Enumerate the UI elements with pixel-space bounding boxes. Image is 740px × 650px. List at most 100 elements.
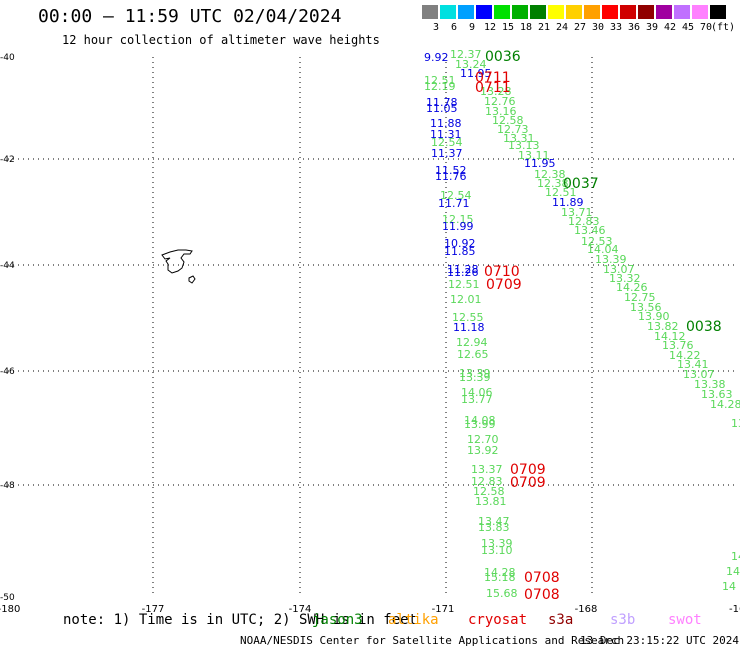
- pass-time-label: 0711: [475, 70, 511, 86]
- wave-height-value: 13.07: [683, 368, 715, 381]
- wave-height-value: 12.51: [448, 278, 480, 291]
- legend-swatch: [710, 5, 726, 19]
- satellite-s3a: s3a: [548, 612, 574, 628]
- wave-height-value: 13.71: [561, 206, 593, 219]
- legend-swatch: [494, 5, 510, 19]
- wave-height-value: 13.56: [630, 301, 662, 314]
- wave-height-value: 11.85: [444, 245, 476, 258]
- legend-swatch: [476, 5, 492, 19]
- legend-swatch: [440, 5, 456, 19]
- legend-swatch: [638, 5, 654, 19]
- longitude-label: -177: [142, 604, 165, 615]
- wave-height-value: 13.13: [508, 139, 540, 152]
- legend-label: 33: [609, 22, 623, 33]
- legend-swatch: [566, 5, 582, 19]
- satellite-cryosat: cryosat: [468, 612, 528, 628]
- legend-label: 27: [573, 22, 587, 33]
- axis-labels: -40 -42 -44 -46 -48 -50-180 -177 -174 -171 -168 -1…: [0, 53, 740, 615]
- wave-height-value: 11.28: [447, 263, 479, 276]
- wave-height-value: 13.92: [467, 444, 499, 457]
- credit-line: NOAA/NESDIS Center for Satellite Applica…: [240, 634, 625, 647]
- legend-swatch: [656, 5, 672, 19]
- wave-height-value: 13.83: [478, 521, 510, 534]
- legend-swatch: [620, 5, 636, 19]
- wave-height-value: 13.39: [459, 367, 491, 380]
- longitude-label: -174: [289, 604, 312, 615]
- legend-swatch: [692, 5, 708, 19]
- wave-height-value: 13.39: [481, 537, 513, 550]
- wave-height-value: 11.99: [442, 220, 474, 233]
- longitude-label: -16: [729, 604, 740, 615]
- legend-label: 12: [483, 22, 497, 33]
- wave-height-value: 11.89: [552, 196, 584, 209]
- wave-height-value: 13.11: [518, 149, 550, 162]
- wave-height-value: 13.90: [638, 310, 670, 323]
- wave-height-value: 11.95: [524, 157, 556, 170]
- legend-swatch: [530, 5, 546, 19]
- wave-height-value: 15.68: [486, 587, 518, 600]
- pass-time-label: 0710: [484, 264, 520, 280]
- legend-label: 39: [645, 22, 659, 33]
- wave-height-value: 14.26: [616, 281, 648, 294]
- wave-height-value: 12.15: [442, 213, 474, 226]
- wave-height-value: 12.55: [452, 311, 484, 324]
- wave-height-value: 11.71: [438, 197, 470, 210]
- wave-height-value: 12.01: [450, 293, 482, 306]
- latitude-label: -46: [0, 367, 15, 377]
- wave-height-value: 9.92: [424, 51, 449, 64]
- pass-time-label: 0711: [475, 80, 511, 96]
- wave-height-value: 13.28: [480, 85, 512, 98]
- wave-height-value: 12.38: [534, 168, 566, 181]
- page-subtitle: 12 hour collection of altimeter wave hei…: [62, 33, 380, 47]
- wave-height-value: 13.82: [647, 320, 679, 333]
- wave-height-value: 13.41: [677, 358, 709, 371]
- wave-height-value: 13.46: [574, 224, 606, 237]
- latitude-label: -40: [0, 53, 15, 63]
- wave-height-value: 11.76: [435, 170, 467, 183]
- wave-height-value: 10.92: [444, 237, 476, 250]
- legend-label: 21: [537, 22, 551, 33]
- legend-swatch: [512, 5, 528, 19]
- wave-height-value: 13.47: [478, 515, 510, 528]
- wave-height-value: 14.06: [461, 386, 493, 399]
- wave-height-value: 15.18: [484, 571, 516, 584]
- island-small: [188, 275, 196, 284]
- legend-label: 3: [432, 22, 440, 33]
- map-grid: [8, 57, 738, 597]
- legend-label: 36: [627, 22, 641, 33]
- wave-height-value: 14: [722, 580, 736, 593]
- wave-height-value: 14: [726, 565, 740, 578]
- wave-height-value: 14.04: [587, 243, 619, 256]
- legend-label: 18: [519, 22, 533, 33]
- wave-height-value: 13.32: [609, 272, 641, 285]
- wave-height-value: 12.38: [537, 177, 569, 190]
- wave-height-value: 12.83: [568, 215, 600, 228]
- wave-height-value: 14.08: [464, 414, 496, 427]
- wave-height-value: 12.75: [624, 291, 656, 304]
- pass-time-label: 0709: [486, 277, 522, 293]
- wave-height-value: 12.65: [457, 348, 489, 361]
- legend-label: 42: [663, 22, 677, 33]
- latitude-label: -50: [0, 593, 15, 603]
- wave-height-value: 12.70: [467, 433, 499, 446]
- wave-height-value: 11.95: [460, 67, 492, 80]
- legend-label: 24: [555, 22, 569, 33]
- wave-height-value: 13.76: [662, 339, 694, 352]
- pass-time-label: 0037: [563, 176, 599, 192]
- wave-height-value: 12.54: [440, 189, 472, 202]
- wave-height-value: 14.28: [710, 398, 740, 411]
- wave-height-value: 13.39: [459, 371, 491, 384]
- satellite-altika: altika: [388, 612, 439, 628]
- wave-height-value: 12.37: [450, 48, 482, 61]
- island-main: [161, 249, 193, 274]
- legend-swatch: [548, 5, 564, 19]
- legend-label: 30: [591, 22, 605, 33]
- wave-height-labels: 9.92 12.3713.2411.9512.5112.1911.7811.051…: [424, 48, 740, 603]
- legend-swatch: [602, 5, 618, 19]
- wave-height-value: 13.37: [471, 463, 503, 476]
- wave-height-value: 14.22: [669, 349, 701, 362]
- legend-swatch: [584, 5, 600, 19]
- wave-height-value: 12.58: [473, 485, 505, 498]
- wave-height-value: 13.24: [455, 58, 487, 71]
- wave-height-value: 11.78: [426, 96, 458, 109]
